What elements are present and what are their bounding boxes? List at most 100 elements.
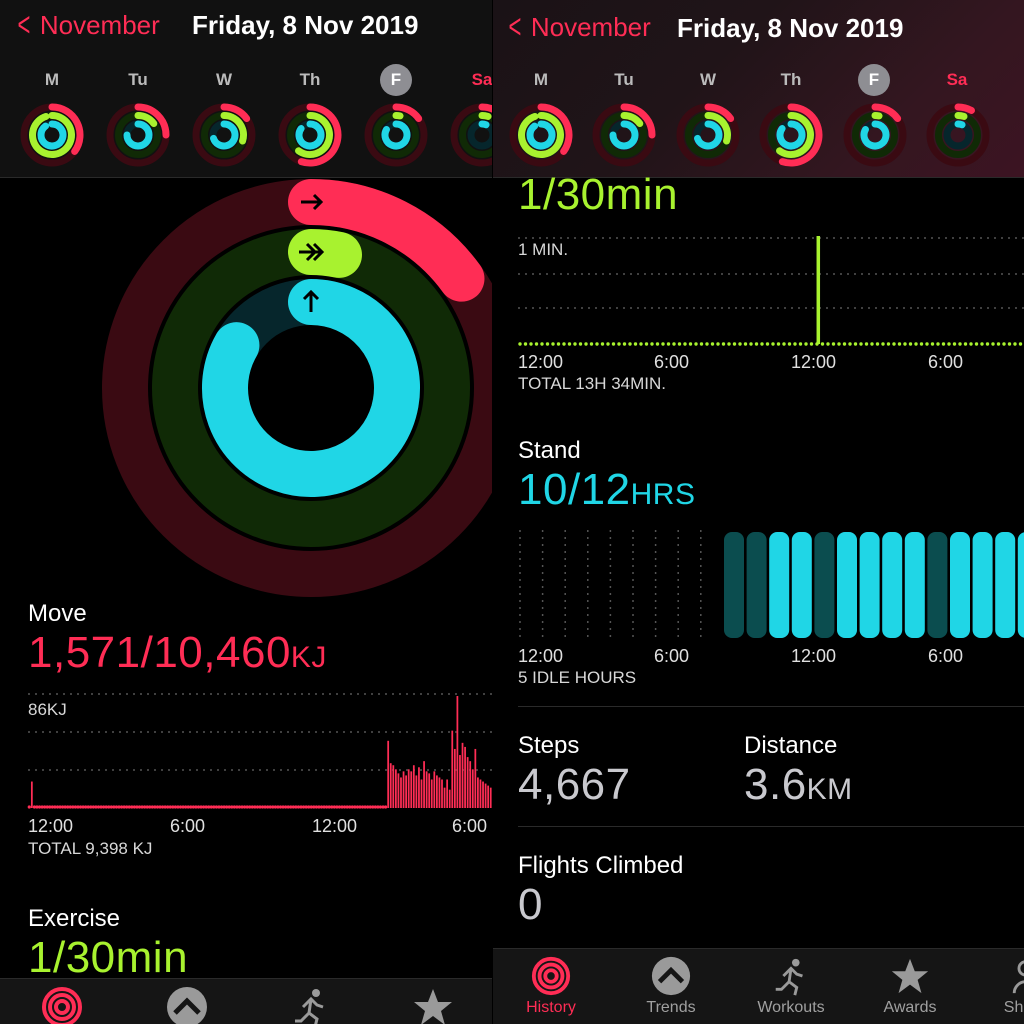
tab-workouts[interactable] (256, 979, 366, 1024)
mini-ring-day-0[interactable] (508, 102, 574, 168)
exercise-dot (809, 342, 814, 346)
panel-divider (492, 0, 493, 1024)
day-letter-mon[interactable]: M (44, 70, 60, 89)
mini-ring-day-3[interactable] (277, 102, 343, 168)
stand-axis-tick-2: 12:00 (791, 646, 837, 666)
exercise-dot (771, 342, 775, 346)
move-bar (330, 805, 334, 809)
day-letter-mon-right[interactable]: M (533, 70, 549, 89)
move-bar (332, 805, 336, 809)
move-bar (117, 805, 121, 809)
back-button-right[interactable]: < November (505, 8, 650, 46)
move-bar (61, 805, 65, 809)
distance-value: 3.6KM (744, 760, 853, 810)
exercise-dot (633, 342, 638, 346)
day-letter-tue[interactable]: Tu (128, 70, 148, 89)
day-letter-thu-right[interactable]: Th (780, 70, 802, 89)
mini-ring-day-2[interactable] (675, 102, 741, 168)
day-letter-fri-selected[interactable]: F (380, 64, 412, 96)
tab-workouts-right[interactable]: Workouts (736, 949, 846, 1024)
exercise-dot (985, 342, 990, 346)
move-bar (137, 805, 142, 809)
exercise-dot (798, 342, 803, 346)
tab-trends-right[interactable]: Trends (616, 949, 726, 1024)
day-letter-sat[interactable]: Sa (471, 70, 492, 89)
stand-hour-bar (882, 532, 903, 638)
exercise-dot (694, 342, 698, 346)
mini-ring-day-4[interactable] (363, 102, 429, 168)
move-bar (418, 767, 420, 808)
move-bar (232, 805, 236, 809)
move-bar (125, 805, 129, 809)
mini-ring-day-5[interactable] (449, 102, 492, 168)
exercise-dot (628, 342, 632, 346)
left-panel: < November Friday, 8 Nov 2019 M Tu W Th … (0, 0, 492, 1024)
tab-history-right[interactable]: History (496, 949, 606, 1024)
exercise-dot (567, 342, 572, 346)
move-bar (204, 805, 208, 809)
move-bar (479, 779, 482, 808)
move-bar (443, 787, 446, 808)
stand-hour-bar (904, 532, 925, 638)
move-bar (217, 805, 221, 809)
move-bar (248, 805, 252, 809)
move-value-number: 1,571/10,460 (28, 628, 291, 677)
move-ring-progress (288, 179, 485, 302)
mini-ring-day-2[interactable] (191, 102, 257, 168)
move-bar (378, 805, 383, 809)
tab-history[interactable] (7, 979, 117, 1024)
exercise-dot (661, 342, 665, 346)
move-bar (158, 805, 162, 809)
exercise-dot (963, 342, 968, 346)
exercise-dot (875, 342, 880, 346)
chevron-left-icon: < (508, 8, 522, 46)
tab-awards-right[interactable]: Awards (855, 949, 965, 1024)
mini-ring-day-0[interactable] (19, 102, 85, 168)
day-letter-sat-right[interactable]: Sa (946, 70, 968, 89)
tab-awards[interactable] (378, 979, 488, 1024)
exercise-dot (710, 342, 715, 346)
mini-ring-day-5[interactable] (925, 102, 991, 168)
tab-sharing-right[interactable]: Sha (963, 949, 1024, 1024)
mini-ring-day-1[interactable] (105, 102, 171, 168)
day-letter-thu[interactable]: Th (299, 70, 321, 89)
stand-idle-hours: 5 IDLE HOURS (518, 668, 637, 687)
mini-ring-day-4[interactable] (842, 102, 908, 168)
exercise-dot (864, 342, 869, 346)
tab-awards-label: Awards (883, 999, 937, 1016)
move-bar (48, 805, 52, 809)
move-bar (237, 805, 242, 809)
move-bar (420, 779, 423, 808)
move-bar (482, 781, 484, 808)
stand-axis-tick-1: 6:00 (654, 646, 690, 666)
move-total: TOTAL 9,398 KJ (28, 839, 153, 858)
move-bar (132, 805, 136, 809)
stand-hour-bar-missed (814, 532, 835, 638)
day-letter-fri-selected-right[interactable]: F (858, 64, 890, 96)
move-bar (160, 805, 165, 809)
exercise-dot (721, 342, 726, 346)
move-bar (407, 769, 410, 808)
tab-trends[interactable] (132, 979, 242, 1024)
move-bar (258, 805, 262, 809)
move-bar (94, 805, 98, 809)
steps-value: 4,667 (518, 760, 631, 809)
move-bar (312, 805, 316, 809)
tab-trends-label: Trends (646, 999, 696, 1016)
move-bar (412, 765, 415, 808)
distance-label: Distance (744, 732, 838, 759)
move-ring-arrow-icon (301, 193, 324, 211)
mini-ring-day-1[interactable] (591, 102, 657, 168)
move-bar (189, 805, 193, 809)
day-letter-wed-right[interactable]: W (699, 70, 717, 89)
divider-line (518, 706, 1024, 707)
exercise-axis-tick-1: 6:00 (654, 352, 690, 372)
exercise-dot (622, 342, 627, 346)
exercise-dot (655, 342, 660, 346)
stand-hour-bar (995, 532, 1016, 638)
exercise-dot (545, 342, 550, 346)
day-letter-tue-right[interactable]: Tu (614, 70, 634, 89)
mini-ring-day-3[interactable] (758, 102, 824, 168)
back-button[interactable]: < November (14, 8, 159, 42)
day-letter-wed[interactable]: W (215, 70, 233, 89)
